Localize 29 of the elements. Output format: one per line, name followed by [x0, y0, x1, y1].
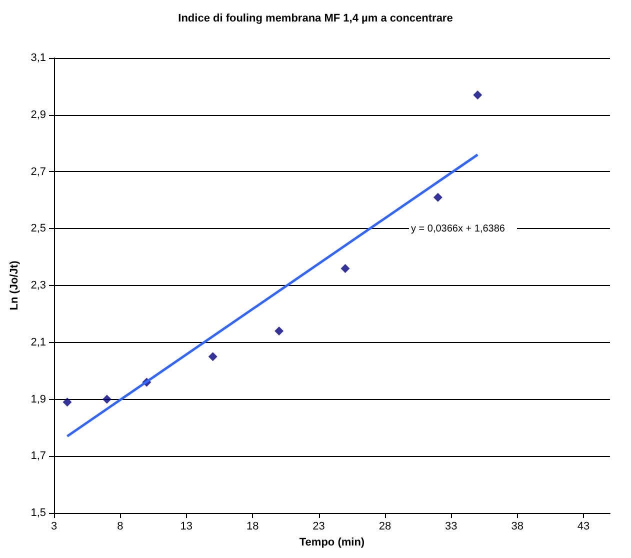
y-tick-label: 1,5: [30, 507, 46, 519]
y-tick-label: 2,5: [30, 222, 46, 235]
y-tick-label: 3,1: [30, 52, 46, 64]
point: [62, 398, 72, 407]
x-tick-label: 18: [246, 520, 259, 532]
chart-title: Indice di fouling membrana MF 1,4 µm a concentrare: [178, 12, 453, 24]
point: [433, 192, 442, 202]
x-tick-label: 23: [312, 520, 325, 532]
x-tick-label: 43: [577, 520, 590, 532]
point: [473, 90, 482, 100]
point: [102, 394, 112, 404]
y-axis-title: Ln (Jo/Jt): [8, 260, 20, 310]
point: [208, 352, 218, 362]
y-tick-label: 2,9: [30, 108, 46, 121]
annotation: y = 0,0366x + 1,6386: [411, 224, 506, 234]
x-tick-label: 28: [378, 520, 392, 532]
point: [274, 326, 284, 336]
x-tick-label: 3: [50, 520, 58, 532]
x-tick-label: 13: [180, 520, 193, 532]
point: [340, 264, 350, 273]
y-tick-label: 1,9: [30, 393, 46, 406]
x-tick-label: 38: [511, 520, 524, 532]
x-tick-label: 8: [117, 520, 124, 532]
y-tick-label: 2,1: [30, 336, 46, 348]
x-axis-title: Tempo (min): [299, 536, 365, 548]
y-tick-label: 2,3: [30, 280, 46, 292]
y-tick-label: 2,7: [30, 166, 46, 178]
x-tick-label: 33: [445, 520, 458, 532]
y-tick-label: 1,7: [30, 450, 46, 462]
